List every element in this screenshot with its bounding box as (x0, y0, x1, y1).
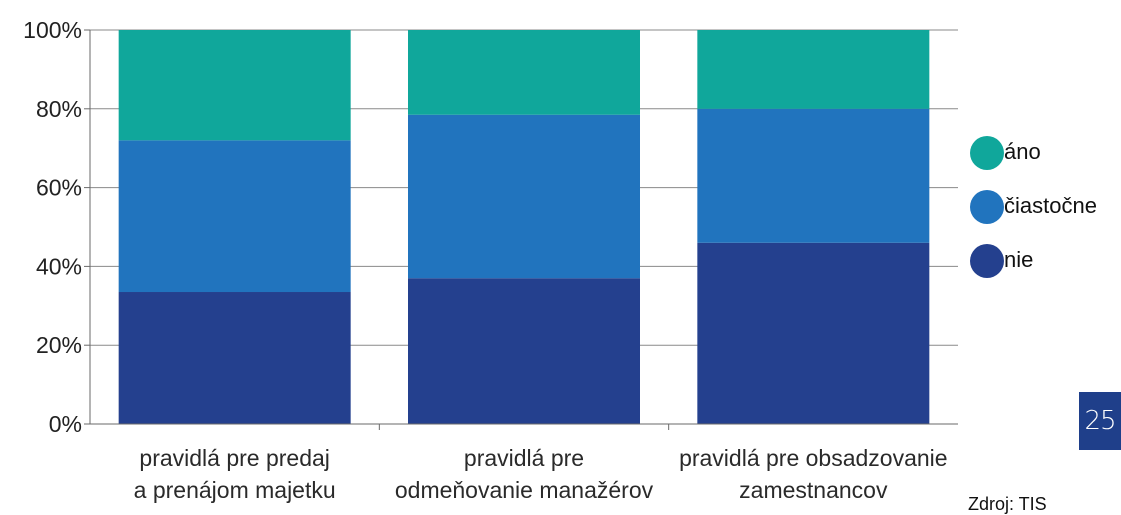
x-axis-labels: pravidlá pre predaj a prenájom majetku pra… (134, 445, 948, 503)
legend-label: nie (1004, 247, 1033, 272)
source-note: Zdroj: TIS (968, 494, 1047, 514)
x-category-label: pravidlá pre (464, 445, 584, 471)
bar-segment (408, 114, 640, 279)
y-tick-label: 20% (36, 332, 82, 358)
bar-segment (118, 140, 351, 293)
y-tick-label: 80% (36, 96, 82, 122)
bar-segment (697, 30, 930, 109)
x-category-label: pravidlá pre obsadzovanie (679, 445, 948, 471)
legend-label: čiastočne (1004, 193, 1097, 218)
y-axis-ticks: 0% 20% 40% 60% 80% 100% (23, 17, 90, 437)
legend: áno čiastočne nie (970, 136, 1097, 278)
bar-segment (697, 242, 930, 424)
x-category-label: pravidlá pre predaj (139, 445, 330, 471)
x-category-label: a prenájom majetku (134, 477, 336, 503)
y-tick-label: 0% (49, 411, 82, 437)
legend-marker (970, 190, 1004, 224)
y-tick-label: 40% (36, 253, 82, 279)
bar-segment (118, 292, 351, 424)
page-number-badge: 25 (1079, 392, 1121, 450)
legend-label: áno (1004, 139, 1041, 164)
bar-segment (118, 30, 351, 141)
axes (89, 30, 958, 430)
x-category-label: zamestnancov (739, 477, 888, 503)
bars (118, 30, 930, 424)
y-tick-label: 100% (23, 17, 82, 43)
y-tick-label: 60% (36, 175, 82, 201)
bar-segment (408, 278, 640, 424)
legend-marker (970, 136, 1004, 170)
bar-segment (408, 30, 640, 115)
x-category-label: odmeňovanie manažérov (395, 477, 654, 503)
legend-marker (970, 244, 1004, 278)
bar-segment (697, 108, 930, 243)
